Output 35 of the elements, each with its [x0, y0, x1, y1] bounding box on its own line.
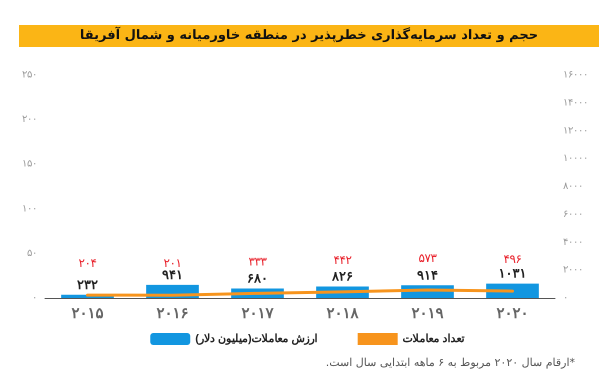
- x-tick-label: ۲۰۱۷: [242, 305, 274, 322]
- data-label: ۵۷۳: [418, 251, 438, 266]
- legend-label: تعداد معاملات: [402, 333, 465, 345]
- x-tick-label: ۲۰۲۰: [496, 305, 528, 322]
- y-tick-label: ۱۵۰: [22, 158, 37, 170]
- data-label: ۳۳۳: [248, 254, 268, 268]
- y-tick-label: ۰: [32, 292, 37, 304]
- y2-tick-label: ۴۰۰۰: [563, 236, 583, 248]
- data-label: ۴۹۶: [504, 252, 522, 266]
- x-tick-label: ۲۰۱۸: [326, 305, 360, 322]
- data-label: ۴۴۲: [334, 252, 352, 267]
- data-label: ۸۲۶: [331, 268, 353, 284]
- y2-tick-label: ۲۰۰۰: [563, 264, 583, 276]
- y2-tick-label: ۸۰۰۰: [563, 181, 583, 192]
- legend-label: ارزش معاملات(میلیون دلار): [195, 333, 318, 345]
- x-tick-label: ۲۰۱۹: [412, 305, 444, 322]
- data-label: ۱۰۳۱: [498, 266, 526, 281]
- y2-tick-label: ۱۰۰۰۰: [563, 153, 588, 164]
- data-label: ۹۱۴: [417, 267, 438, 282]
- y2-tick-label: ۱۶۰۰۰: [563, 70, 588, 80]
- x-tick-label: ۲۰۱۶: [156, 305, 188, 322]
- y2-tick-label: ۱۲۰۰۰: [563, 125, 588, 136]
- data-label: ۲۰۴: [78, 256, 96, 270]
- text: *ارقام سال ۲۰۲۰ مربوط به ۶ ماهه ابتدایی سال است.: [326, 356, 575, 369]
- y-tick-label: ۲۵۰: [22, 70, 37, 80]
- y-tick-label: ۲۰۰: [22, 114, 37, 126]
- y2-tick-label: ۰: [563, 292, 568, 304]
- y2-tick-label: ۶۰۰۰: [563, 208, 583, 220]
- chart-title: حجم و تعداد سرمایه‌گذاری خطرپذیر در منطقه خاورمیانه و شمال آفریقا: [19, 25, 599, 47]
- y-tick-label: ۱۰۰: [22, 203, 37, 214]
- y2-tick-label: ۱۴۰۰۰: [563, 97, 588, 108]
- y-tick-label: ۵۰: [27, 248, 37, 259]
- x-tick-label: ۲۰۱۵: [72, 305, 104, 322]
- data-label: ۲۳۲: [77, 276, 98, 292]
- data-label: ۶۸۰: [247, 270, 268, 286]
